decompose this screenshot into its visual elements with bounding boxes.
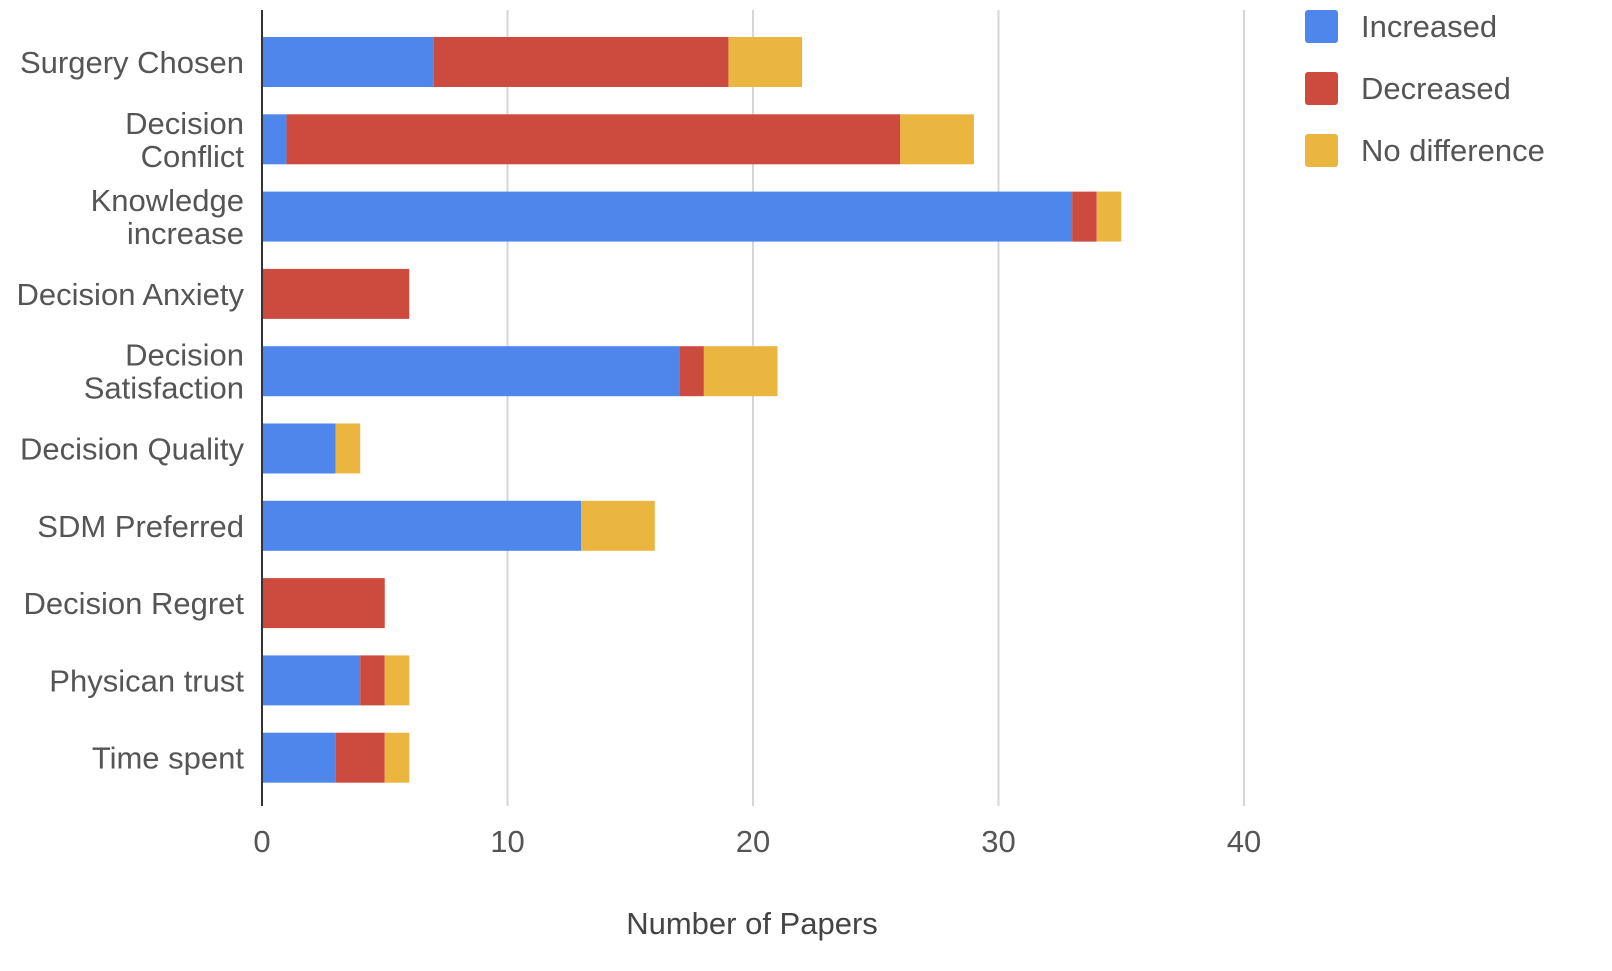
bar-no-difference [581, 500, 655, 551]
category-label-line: Decision [125, 338, 244, 373]
category-label: Knowledge increase [91, 183, 244, 251]
category-label-line: increase [127, 216, 244, 251]
category-label-line: Surgery Chosen [20, 45, 244, 80]
legend-label: Increased [1361, 9, 1497, 44]
legend-swatch [1305, 134, 1338, 167]
bar-no-difference [335, 423, 361, 474]
x-tick-label: 40 [1227, 824, 1261, 859]
category-label-line: Decision [125, 106, 244, 141]
x-tick-labels: 0 10 20 30 40 [253, 824, 1261, 859]
bar-decreased [433, 37, 729, 87]
bar-increased [262, 191, 1073, 242]
category-label-line: Time spent [92, 741, 245, 776]
bar-increased [262, 500, 582, 551]
bar-no-difference [703, 346, 778, 397]
category-label: Physican trust [49, 663, 244, 698]
bar-no-difference [1096, 191, 1122, 242]
x-axis-title: Number of Papers [626, 906, 878, 941]
bar-decreased [1072, 191, 1097, 242]
category-label-line: SDM Preferred [37, 509, 244, 544]
x-tick-label: 10 [490, 824, 524, 859]
bar-no-difference [384, 655, 410, 706]
bar-decreased [262, 578, 385, 629]
bar-increased [262, 423, 336, 474]
bar-no-difference [900, 114, 974, 165]
legend-label: Decreased [1361, 71, 1511, 106]
x-tick-label: 30 [981, 824, 1015, 859]
bar-increased [262, 732, 336, 783]
x-tick-label: 0 [253, 824, 270, 859]
category-label-line: Decision Quality [20, 432, 244, 467]
bar-increased [262, 37, 434, 87]
bar-increased [262, 114, 287, 165]
category-label: Decision Anxiety [17, 277, 245, 312]
category-label-line: Knowledge [91, 183, 244, 218]
bar-decreased [360, 655, 385, 706]
category-label: Time spent [92, 741, 245, 776]
bar-decreased [286, 114, 901, 165]
bar-decreased [262, 268, 410, 319]
category-label: Decision Satisfaction [84, 338, 244, 406]
legend: Increased Decreased No difference [1305, 9, 1545, 168]
category-label-line: Satisfaction [84, 371, 244, 406]
bar-increased [262, 655, 361, 706]
category-label: Decision Conflict [125, 106, 244, 174]
legend-label: No difference [1361, 133, 1545, 168]
legend-swatch [1305, 10, 1338, 43]
legend-swatch [1305, 72, 1338, 105]
bars [262, 37, 1122, 783]
category-label: SDM Preferred [37, 509, 244, 544]
bar-no-difference [728, 37, 803, 87]
category-label-line: Decision Regret [23, 586, 244, 621]
category-label: Surgery Chosen [20, 45, 244, 80]
category-label-line: Physican trust [49, 663, 244, 698]
category-label: Decision Regret [23, 586, 244, 621]
category-label-line: Conflict [141, 139, 245, 174]
bar-decreased [335, 732, 385, 783]
category-label-line: Decision Anxiety [17, 277, 245, 312]
bar-no-difference [384, 732, 410, 783]
bar-decreased [679, 346, 704, 397]
category-label: Decision Quality [20, 432, 244, 467]
bar-increased [262, 346, 680, 397]
x-tick-label: 20 [736, 824, 770, 859]
